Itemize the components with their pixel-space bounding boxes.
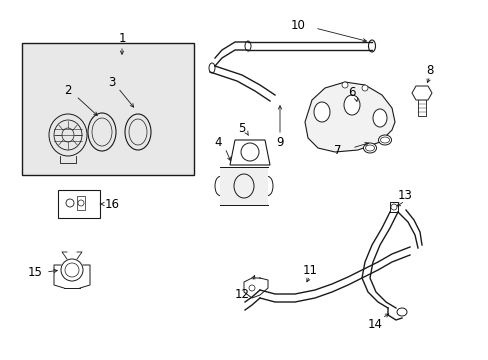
Text: 7: 7	[334, 144, 341, 157]
Text: 15: 15	[27, 266, 42, 279]
Ellipse shape	[396, 308, 406, 316]
Bar	[220, 167, 267, 205]
Circle shape	[341, 82, 347, 88]
Text: 9: 9	[276, 135, 283, 149]
Bar	[22, 43, 194, 175]
Text: 14: 14	[367, 318, 382, 330]
Text: 1: 1	[118, 31, 125, 45]
Circle shape	[361, 85, 367, 91]
Text: 16: 16	[105, 198, 120, 211]
Text: 11: 11	[302, 264, 317, 276]
Ellipse shape	[363, 143, 376, 153]
Text: 12: 12	[235, 288, 249, 301]
Ellipse shape	[215, 176, 224, 195]
Text: 13: 13	[397, 189, 411, 202]
Ellipse shape	[343, 95, 359, 115]
Text: 2: 2	[64, 84, 72, 96]
Text: 8: 8	[426, 63, 433, 77]
Polygon shape	[305, 82, 394, 152]
Ellipse shape	[372, 109, 386, 127]
Ellipse shape	[244, 41, 250, 51]
Ellipse shape	[378, 135, 391, 145]
Text: 5: 5	[238, 122, 245, 135]
Text: 10: 10	[290, 18, 305, 32]
Ellipse shape	[263, 176, 272, 195]
Ellipse shape	[368, 40, 375, 52]
Bar	[58, 190, 100, 218]
Text: 3: 3	[108, 76, 116, 89]
Bar	[77, 196, 85, 210]
Ellipse shape	[208, 63, 215, 73]
Text: 4: 4	[214, 135, 221, 149]
Ellipse shape	[313, 102, 329, 122]
Polygon shape	[411, 86, 431, 100]
Text: 6: 6	[347, 85, 355, 99]
